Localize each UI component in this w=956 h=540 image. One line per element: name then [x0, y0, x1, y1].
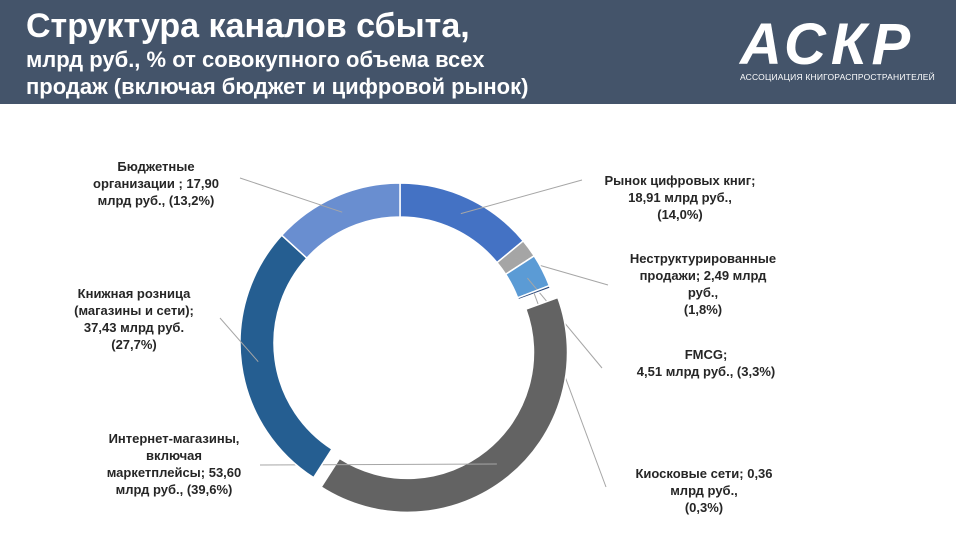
label-line: включая — [146, 448, 202, 463]
label-line: млрд руб., (13,2%) — [97, 193, 215, 208]
label-line: (14,0%) — [657, 207, 703, 222]
leader-line — [239, 177, 343, 213]
logo-text: АСКР — [740, 12, 916, 77]
title-line-2: млрд руб., % от совокупного объема всех — [26, 47, 485, 72]
label-digital-books: Рынок цифровых книг; 18,91 млрд руб., (1… — [580, 172, 780, 223]
label-line: 4,51 млрд руб., (3,3%) — [636, 364, 776, 379]
title-banner — [0, 0, 956, 104]
label-fmcg: FMCG; 4,51 млрд руб., (3,3%) — [606, 346, 806, 380]
slice-kiosk-networks — [516, 284, 552, 301]
logo-subtitle: АССОЦИАЦИЯ КНИГОРАСПРОСТРАНИТЕЛЕЙ — [740, 72, 935, 82]
label-line: млрд руб., — [670, 483, 738, 498]
slide-title: Структура каналов сбыта, млрд руб., % от… — [26, 6, 528, 100]
label-budget-organizations: Бюджетные организации ; 17,90 млрд руб.,… — [66, 158, 246, 209]
slice-budget-organizations — [280, 182, 401, 260]
label-line: Рынок цифровых книг; — [604, 173, 756, 188]
label-line: 37,43 млрд руб. — [83, 320, 185, 335]
label-line: руб., — [687, 285, 719, 300]
slice-digital-books — [399, 182, 525, 264]
label-line: FMCG; — [684, 347, 728, 362]
slice-online-stores — [320, 296, 569, 514]
label-kiosk-networks: Киосковые сети; 0,36 млрд руб., (0,3%) — [604, 465, 804, 516]
label-line: (1,8%) — [683, 302, 723, 317]
label-line: Бюджетные — [117, 159, 195, 174]
label-line: (магазины и сети); — [74, 303, 194, 318]
askr-logo: АСКР АССОЦИАЦИЯ КНИГОРАСПРОСТРАНИТЕЛЕЙ — [736, 8, 950, 92]
leader-line — [460, 179, 583, 215]
label-unstructured-sales: Неструктурированные продажи; 2,49 млрд р… — [603, 250, 803, 318]
label-line: Интернет-магазины, — [108, 431, 240, 446]
leader-line — [219, 317, 259, 362]
label-line: (0,3%) — [684, 500, 724, 515]
label-line: Киосковые сети; 0,36 — [635, 466, 773, 481]
label-line: Книжная розница — [77, 286, 191, 301]
label-line: маркетплейсы; 53,60 — [106, 465, 242, 480]
label-line: млрд руб., (39,6%) — [115, 482, 233, 497]
label-book-retail: Книжная розница (магазины и сети); 37,43… — [44, 285, 224, 353]
label-line: Неструктурированные — [629, 251, 777, 266]
label-line: 18,91 млрд руб., — [628, 190, 732, 205]
label-line: (27,7%) — [111, 337, 157, 352]
label-line: организации ; 17,90 — [93, 176, 219, 191]
title-line-1: Структура каналов сбыта, — [26, 7, 470, 45]
label-online-stores: Интернет-магазины, включая маркетплейсы;… — [84, 430, 264, 498]
title-line-3: продаж (включая бюджет и цифровой рынок) — [26, 74, 529, 99]
label-line: продажи; 2,49 млрд — [639, 268, 767, 283]
